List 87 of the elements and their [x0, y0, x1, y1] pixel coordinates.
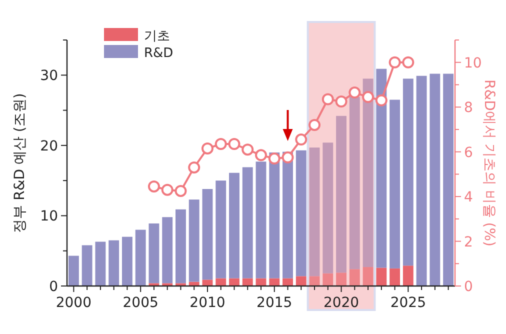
y2-tick-label: 10 [464, 55, 482, 72]
bar [376, 268, 387, 286]
point [322, 93, 334, 106]
x-tick-label: 2005 [122, 295, 158, 311]
point [188, 161, 200, 174]
bar [162, 283, 173, 286]
bar [269, 152, 280, 278]
bar [95, 242, 106, 286]
bar [349, 269, 360, 286]
point [268, 152, 280, 165]
bar [216, 180, 226, 278]
bar [376, 68, 387, 268]
legend-label: R&D [144, 46, 174, 61]
bar [256, 162, 266, 278]
x-tick-label: 2020 [323, 295, 360, 311]
bar [282, 152, 293, 278]
y2-tick-label: 2 [464, 234, 473, 250]
bar [336, 116, 346, 273]
bar [82, 245, 92, 286]
x-tick-label: 2010 [190, 295, 226, 311]
point [295, 134, 308, 146]
point [161, 184, 174, 196]
bar [309, 148, 320, 276]
bar [390, 100, 400, 268]
bar [282, 278, 293, 286]
y2-tick-label: 6 [464, 144, 473, 161]
bar [188, 200, 200, 282]
bar [349, 96, 360, 270]
bar [362, 267, 374, 286]
bar [68, 256, 79, 286]
point [348, 86, 361, 99]
bar [122, 236, 132, 286]
point [255, 149, 267, 162]
legend-label: 기초 [144, 29, 170, 44]
bar [309, 276, 320, 286]
y-tick-label: 10 [40, 208, 58, 225]
point [308, 118, 321, 131]
bar [443, 74, 454, 286]
point [335, 96, 348, 108]
bar [336, 272, 346, 286]
x-tick-label: 2000 [56, 295, 92, 311]
bar [202, 280, 213, 286]
point [388, 56, 401, 68]
bar [322, 273, 334, 286]
point [148, 180, 160, 192]
point [242, 144, 254, 156]
bar [229, 278, 240, 286]
bar [162, 217, 173, 284]
y-tick-label: 0 [49, 279, 58, 295]
bar [402, 266, 414, 286]
bar [402, 78, 414, 266]
bar [135, 230, 146, 286]
point [174, 184, 187, 197]
bar [229, 172, 240, 278]
bar [296, 150, 306, 276]
point [214, 138, 227, 150]
bar [148, 283, 160, 286]
point [201, 142, 214, 154]
bar [430, 74, 440, 286]
x-tick-label: 2025 [390, 295, 426, 311]
y-tick-label: 20 [40, 138, 58, 154]
point [282, 151, 294, 164]
bar [216, 278, 226, 286]
y2-axis-title: R&D에서 기초의 비율 (%) [481, 79, 497, 247]
bar [108, 240, 120, 286]
point [375, 94, 388, 106]
y2-tick-label: 8 [464, 100, 473, 116]
bar [148, 223, 160, 284]
point [228, 138, 240, 150]
x-tick-label: 2015 [256, 295, 292, 311]
y-tick-label: 30 [40, 68, 58, 84]
y-axis-title: 정부 R&D 예산 (조원) [12, 93, 28, 233]
bar [269, 278, 280, 286]
y2-tick-label: 4 [464, 190, 473, 206]
bar [176, 283, 186, 286]
bar [296, 276, 306, 286]
bar [390, 268, 400, 286]
y2-tick-label: 0 [464, 279, 473, 295]
point [402, 56, 414, 68]
point [362, 91, 374, 104]
bar [242, 278, 253, 286]
bar [362, 78, 374, 268]
bar [242, 167, 253, 278]
bar [322, 142, 334, 274]
bar [202, 189, 213, 280]
bar [416, 76, 427, 286]
bar [176, 209, 186, 284]
